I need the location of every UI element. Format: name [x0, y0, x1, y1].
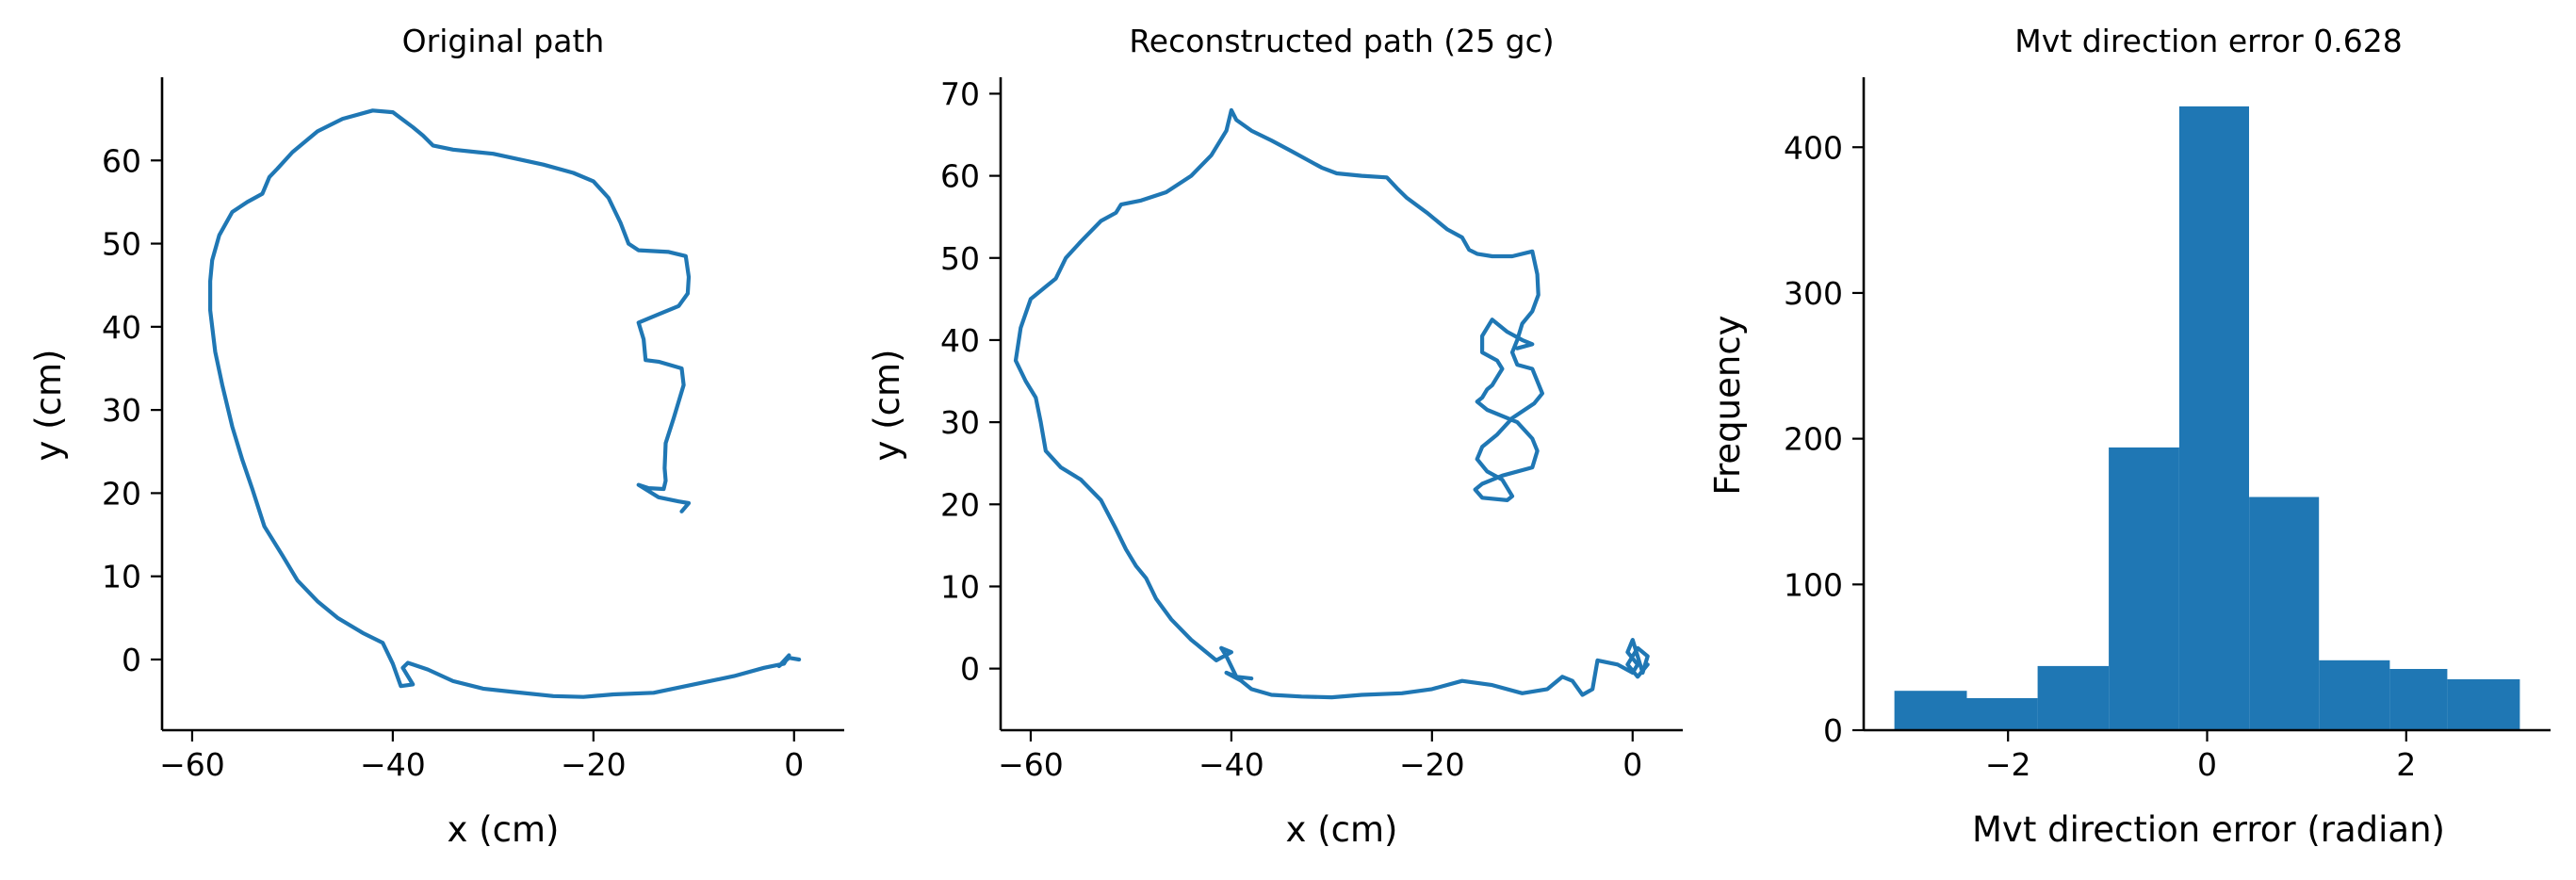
- y-tick-label: 60: [102, 142, 141, 179]
- histogram-bar: [1894, 691, 1967, 730]
- x-axis-label: x (cm): [448, 809, 560, 850]
- y-tick-label: 400: [1784, 129, 1843, 166]
- y-tick-label: 50: [102, 226, 141, 263]
- x-tick-label: −2: [1985, 746, 2031, 783]
- x-tick-label: 0: [1622, 746, 1642, 783]
- x-tick-label: 0: [784, 746, 804, 783]
- x-tick-label: −20: [1399, 746, 1465, 783]
- y-tick-label: 0: [960, 651, 980, 688]
- histogram-bars: [1894, 106, 2520, 731]
- chart-title: Reconstructed path (25 gc): [1129, 23, 1554, 59]
- panel-direction-error-histogram: Mvt direction error 0.628 −2 0 2 0 100 200 300…: [1707, 23, 2551, 850]
- histogram-bar: [2037, 665, 2109, 730]
- chart-title: Mvt direction error 0.628: [2014, 23, 2402, 59]
- x-tick-label: −20: [561, 746, 627, 783]
- series-line: [1013, 107, 1650, 700]
- y-axis-label: y (cm): [867, 350, 907, 462]
- x-tick-label: −60: [998, 746, 1064, 783]
- tick-group: −2 0 2 0 100 200 300 400: [1784, 129, 2416, 783]
- y-tick-label: 20: [102, 475, 141, 512]
- histogram-bar: [2319, 660, 2390, 731]
- y-tick-label: 30: [102, 392, 141, 429]
- y-tick-label: 30: [940, 404, 980, 441]
- panel-original-path: Original path −60 −40 −20 0 0 10 20 30 40 50 60 x …: [28, 23, 844, 850]
- histogram-bar: [2249, 497, 2320, 730]
- panel-reconstructed-path: Reconstructed path (25 gc) −60 −40 −20 0 0 10…: [867, 23, 1683, 850]
- tick-group: −60 −40 −20 0 0 10 20 30 40 50 60: [102, 142, 804, 783]
- histogram-bar: [2389, 669, 2448, 730]
- y-tick-label: 100: [1784, 566, 1843, 603]
- histogram-bar: [2109, 447, 2179, 730]
- x-tick-label: −60: [159, 746, 225, 783]
- tick-group: −60 −40 −20 0 0 10 20 30 40 50 60 70: [940, 75, 1642, 783]
- histogram-bar: [2447, 678, 2520, 730]
- y-tick-label: 10: [102, 559, 141, 595]
- y-tick-label: 50: [940, 240, 980, 277]
- y-tick-label: 60: [940, 158, 980, 195]
- y-tick-label: 200: [1784, 421, 1843, 458]
- y-tick-label: 10: [940, 568, 980, 605]
- x-axis-label: Mvt direction error (radian): [1972, 809, 2445, 850]
- y-axis-label: Frequency: [1707, 315, 1748, 495]
- y-tick-label: 300: [1784, 275, 1843, 312]
- y-tick-label: 40: [940, 322, 980, 359]
- x-tick-label: 2: [2396, 746, 2416, 783]
- y-axis-label: y (cm): [28, 350, 69, 462]
- y-tick-label: 70: [940, 75, 980, 112]
- y-tick-label: 40: [102, 309, 141, 346]
- histogram-bar: [2178, 106, 2249, 730]
- series-line: [208, 108, 802, 699]
- histogram-bar: [1966, 698, 2038, 730]
- x-axis-label: x (cm): [1286, 809, 1398, 850]
- chart-title: Original path: [402, 23, 605, 59]
- y-tick-label: 20: [940, 486, 980, 523]
- x-tick-label: −40: [1198, 746, 1264, 783]
- x-tick-label: 0: [2197, 746, 2217, 783]
- y-tick-label: 0: [122, 642, 141, 678]
- y-tick-label: 0: [1823, 712, 1843, 749]
- x-tick-label: −40: [360, 746, 426, 783]
